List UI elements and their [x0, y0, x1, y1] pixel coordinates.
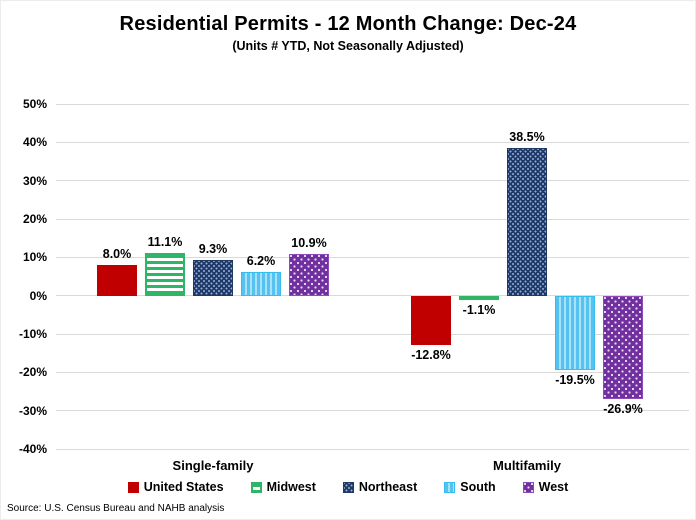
gridline	[56, 295, 689, 297]
bar-midwest-single-family	[145, 253, 185, 296]
legend-swatch	[342, 481, 354, 493]
legend-item-northeast: Northeast	[342, 480, 418, 494]
gridline	[56, 333, 689, 335]
bar-united-states-single-family	[97, 265, 137, 296]
bar-value-label: -26.9%	[603, 401, 643, 416]
bar-value-label: -1.1%	[462, 302, 496, 317]
legend-swatch	[444, 481, 456, 493]
legend-item-united-states: United States	[127, 480, 224, 494]
bar-value-label: 9.3%	[198, 242, 228, 257]
y-axis-tick-label: -10%	[18, 327, 47, 341]
legend-label: Northeast	[358, 480, 418, 494]
chart-legend: United States Midwest Northeast South West	[1, 480, 695, 494]
legend-label: West	[538, 480, 569, 494]
bar-south-single-family	[241, 271, 281, 296]
gridline	[56, 371, 689, 373]
chart-title: Residential Permits - 12 Month Change: D…	[119, 13, 577, 35]
legend-swatch	[522, 481, 534, 493]
y-axis-tick-label: 0%	[29, 288, 47, 303]
bar-midwest-multifamily	[459, 295, 499, 300]
bar-value-label: 38.5%	[509, 130, 545, 145]
chart-subtitle: (Units # YTD, Not Seasonally Adjusted)	[232, 39, 464, 53]
bar-northeast-single-family	[193, 260, 233, 296]
bar-value-label: 11.1%	[147, 235, 183, 250]
legend-item-midwest: Midwest	[250, 480, 316, 494]
bar-south-multifamily	[555, 295, 595, 371]
y-axis-tick-label: -40%	[18, 442, 47, 456]
gridline	[56, 141, 689, 143]
y-axis-tick-label: 20%	[22, 212, 47, 226]
category-label-multifamily: Multifamily	[493, 458, 561, 473]
gridline	[56, 180, 689, 182]
bar-west-single-family	[289, 253, 329, 296]
source-note: Source: U.S. Census Bureau and NAHB anal…	[7, 503, 225, 514]
legend-label: Midwest	[266, 480, 316, 494]
bar-value-label: 10.9%	[291, 235, 327, 250]
y-axis-tick-label: -20%	[18, 365, 47, 380]
gridline	[56, 218, 689, 220]
gridline	[56, 410, 689, 412]
y-axis-tick-label: 10%	[22, 250, 47, 265]
gridline	[56, 448, 689, 450]
legend-label: United States	[143, 480, 224, 494]
y-axis-tick-label: 30%	[22, 173, 47, 188]
plot-area: 8.0% 11.1% 9.3% 6.2% 10.9% -12.8% -1.1% 38.5% -1…	[56, 103, 689, 450]
legend-swatch	[127, 481, 139, 493]
category-label-single-family: Single-family	[172, 458, 254, 473]
bar-united-states-multifamily	[411, 295, 451, 345]
y-axis-tick-label: 40%	[22, 135, 47, 150]
bar-value-label: 6.2%	[246, 253, 276, 268]
y-axis-tick-label: 50%	[22, 97, 47, 111]
bar-northeast-multifamily	[507, 148, 547, 296]
legend-swatch	[250, 481, 262, 493]
gridline	[56, 256, 689, 258]
legend-item-south: South	[444, 480, 496, 494]
bar-west-multifamily	[603, 295, 643, 399]
legend-item-west: West	[522, 480, 569, 494]
legend-label: South	[460, 480, 496, 494]
bar-value-label: -12.8%	[411, 347, 451, 362]
gridline	[56, 103, 689, 105]
y-axis-tick-label: -30%	[18, 403, 47, 418]
bar-value-label: 8.0%	[102, 247, 132, 261]
bar-value-label: -19.5%	[555, 373, 595, 388]
